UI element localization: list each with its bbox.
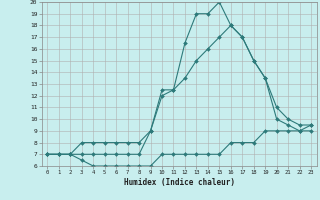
X-axis label: Humidex (Indice chaleur): Humidex (Indice chaleur) [124,178,235,187]
